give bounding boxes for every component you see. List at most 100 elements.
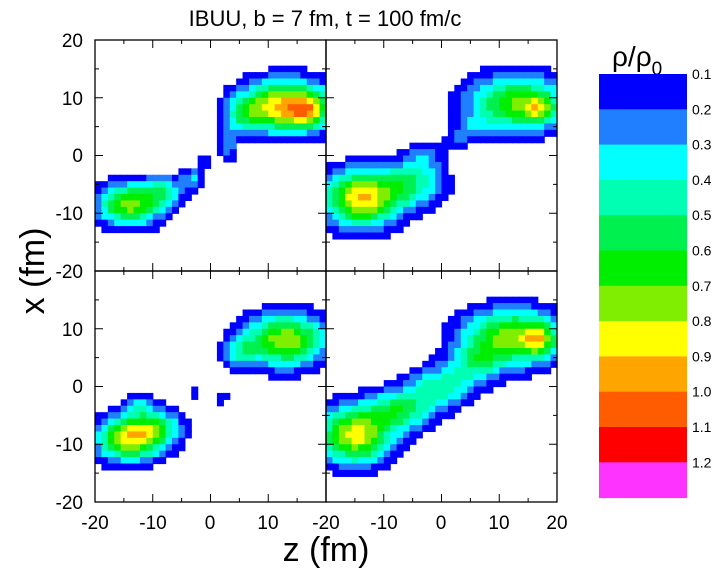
density-cell [512, 309, 520, 317]
density-cell [364, 431, 372, 439]
density-cell [338, 469, 346, 477]
density-cell [236, 123, 244, 131]
density-cell [95, 437, 103, 445]
density-cell [370, 431, 378, 439]
density-cell [345, 181, 353, 189]
density-cell [229, 123, 237, 131]
density-cell [486, 335, 494, 343]
density-cell [165, 213, 173, 221]
density-cell [544, 104, 552, 112]
density-cell [358, 187, 366, 195]
density-cell [531, 104, 539, 112]
density-cell [281, 78, 289, 86]
density-cell [274, 136, 282, 144]
density-cell [473, 360, 481, 368]
density-cell [531, 303, 539, 311]
density-cell [313, 348, 321, 356]
density-cell [332, 418, 340, 426]
density-cell [512, 97, 520, 105]
density-cell [351, 405, 359, 413]
density-cell [550, 341, 558, 349]
density-cell [524, 309, 532, 317]
density-cell [480, 348, 488, 356]
density-cell [229, 91, 237, 99]
density-cell [281, 328, 289, 336]
density-cell [281, 136, 289, 144]
density-cell [377, 206, 385, 214]
density-cell [255, 78, 263, 86]
density-cell [480, 91, 488, 99]
density-cell [281, 348, 289, 356]
density-cell [101, 431, 109, 439]
density-cell [364, 412, 372, 420]
density-cell [358, 405, 366, 413]
density-cell [178, 425, 186, 433]
density-cell [351, 457, 359, 465]
density-cell [216, 97, 224, 105]
density-cell [377, 168, 385, 176]
density-cell [390, 425, 398, 433]
density-cell [486, 91, 494, 99]
density-cell [178, 181, 186, 189]
density-cell [216, 110, 224, 118]
density-cell [223, 360, 231, 368]
density-cell [242, 341, 250, 349]
density-cell [499, 117, 507, 125]
density-cell [486, 386, 494, 394]
density-cell [435, 194, 443, 202]
density-cell [249, 367, 257, 375]
density-cell [281, 373, 289, 381]
density-cell [139, 425, 147, 433]
density-cell [326, 187, 334, 195]
density-cell [403, 161, 411, 169]
density-cell [120, 463, 128, 471]
density-cell [101, 425, 109, 433]
density-cell [146, 213, 154, 221]
density-cell [191, 168, 199, 176]
density-cell [229, 348, 237, 356]
density-cell [146, 200, 154, 208]
density-cell [505, 315, 513, 323]
density-cell [505, 129, 513, 137]
density-cell [441, 405, 449, 413]
x-tick-label: 0 [436, 513, 447, 534]
density-cell [152, 457, 160, 465]
density-cell [505, 123, 513, 131]
density-cell [236, 322, 244, 330]
density-cell [300, 72, 308, 80]
density-cell [101, 219, 109, 227]
density-cell [537, 97, 545, 105]
density-cell [152, 181, 160, 189]
density-cell [345, 206, 353, 214]
density-cell [101, 450, 109, 458]
density-cell [345, 226, 353, 234]
density-cell [139, 444, 147, 452]
density-cell [537, 117, 545, 125]
density-cell [383, 181, 391, 189]
density-cell [332, 444, 340, 452]
density-cell [435, 181, 443, 189]
density-cell [152, 405, 160, 413]
density-cell [139, 219, 147, 227]
density-cell [351, 425, 359, 433]
density-cell [428, 142, 436, 150]
density-cell [133, 418, 141, 426]
density-cell [460, 341, 468, 349]
density-cell [358, 450, 366, 458]
density-cell [383, 174, 391, 182]
density-cell [159, 444, 167, 452]
density-cell [351, 206, 359, 214]
density-cell [415, 142, 423, 150]
density-cell [383, 226, 391, 234]
density-cell [293, 97, 301, 105]
density-cell [236, 129, 244, 137]
density-cell [338, 412, 346, 420]
density-cell [306, 328, 314, 336]
density-cell [447, 322, 455, 330]
density-cell [435, 380, 443, 388]
density-cell [396, 425, 404, 433]
y-tick-label: -20 [56, 493, 83, 514]
density-cell [345, 168, 353, 176]
density-cell [101, 457, 109, 465]
density-cell [544, 322, 552, 330]
